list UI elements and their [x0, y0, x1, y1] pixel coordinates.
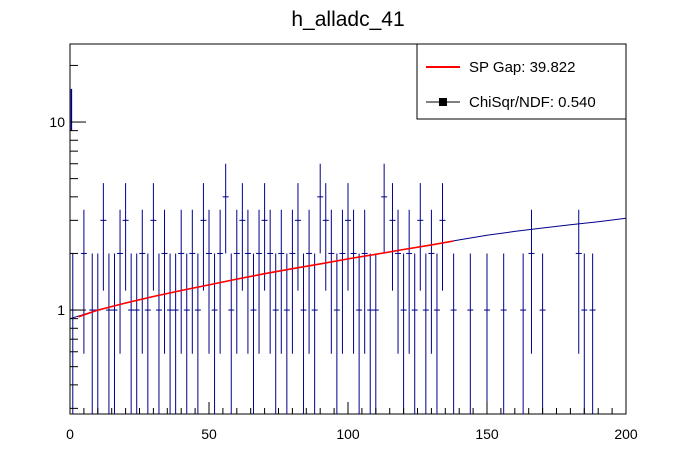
x-tick-label: 0 [66, 426, 74, 442]
x-tick-label: 100 [336, 426, 360, 442]
sp-gap-fit-curve [78, 240, 454, 318]
x-tick-label: 150 [475, 426, 499, 442]
legend: SP Gap: 39.822 ChiSqr/NDF: 0.540 [416, 43, 627, 120]
error-bars [69, 88, 596, 414]
y-tick-label: 10 [49, 114, 65, 130]
axes: 0 50 100 150 200 1 10 [49, 64, 638, 442]
x-tick-label: 200 [614, 426, 638, 442]
legend-entry-chisqr-marker [439, 98, 447, 106]
x-tick-label: 50 [201, 426, 217, 442]
chart-title: h_alladc_41 [291, 8, 404, 31]
y-tick-label: 1 [57, 302, 65, 318]
legend-entry-chisqr: ChiSqr/NDF: 0.540 [469, 94, 596, 111]
legend-entry-sp-gap: SP Gap: 39.822 [469, 59, 575, 76]
fit-curves [69, 217, 627, 320]
legend-box [416, 43, 627, 120]
